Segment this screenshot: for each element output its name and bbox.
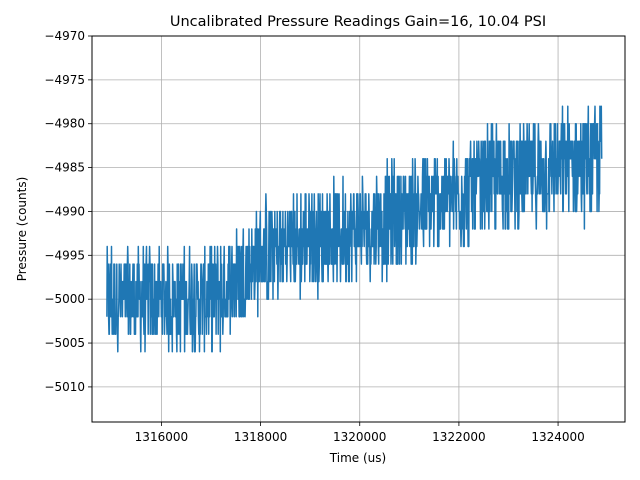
x-tick-label: 1324000 — [531, 430, 584, 444]
series-layer — [106, 105, 603, 353]
y-tick-label: −4970 — [44, 29, 85, 43]
plot-frame — [91, 35, 626, 423]
x-tick-label: 1318000 — [234, 430, 287, 444]
y-tick-label: −4995 — [44, 248, 85, 262]
y-tick-label: −4985 — [44, 161, 85, 175]
y-tick-label: −4990 — [44, 204, 85, 218]
chart-title: Uncalibrated Pressure Readings Gain=16, … — [170, 14, 546, 30]
x-tick-label: 1316000 — [135, 430, 188, 444]
x-tick-label: 1320000 — [333, 430, 386, 444]
x-axis-label: Time (us) — [329, 451, 386, 465]
y-axis-label: Pressure (counts) — [15, 177, 29, 282]
y-tick-label: −5010 — [44, 380, 85, 394]
y-axis: −4970 −4975 −4980 −4985 −4990 −4995 −5000 −5005… — [44, 29, 92, 394]
y-tick-label: −5000 — [44, 292, 85, 306]
y-tick-label: −4980 — [44, 117, 85, 131]
y-tick-label: −4975 — [44, 73, 85, 87]
pressure-series-line — [106, 105, 603, 353]
y-tick-label: −5005 — [44, 336, 85, 350]
x-axis: 1316000 1318000 1320000 1322000 1324000 — [135, 422, 585, 444]
x-tick-label: 1322000 — [432, 430, 485, 444]
